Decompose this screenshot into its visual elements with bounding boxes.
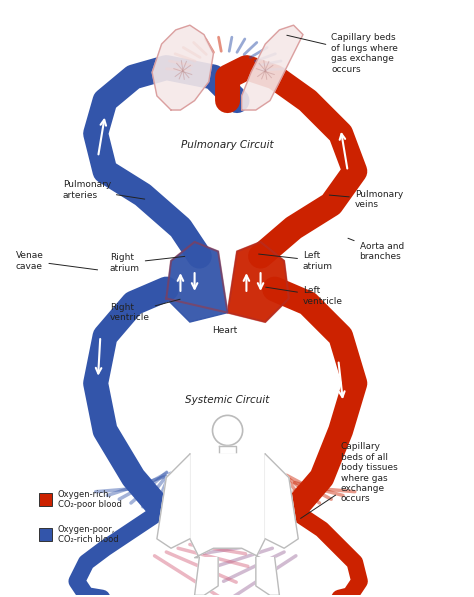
Circle shape [212, 416, 243, 445]
Text: Left
atrium: Left atrium [259, 251, 333, 270]
Text: Oxygen-poor,
CO₂-rich blood: Oxygen-poor, CO₂-rich blood [58, 525, 118, 544]
Text: Oxygen-rich,
CO₂-poor blood: Oxygen-rich, CO₂-poor blood [58, 490, 122, 509]
Text: Right
ventricle: Right ventricle [110, 299, 180, 322]
Text: Right
atrium: Right atrium [110, 254, 185, 273]
Text: Pulmonary
veins: Pulmonary veins [329, 190, 403, 209]
Text: Aorta and
branches: Aorta and branches [348, 238, 404, 261]
Text: Pulmonary Circuit: Pulmonary Circuit [181, 140, 274, 150]
Polygon shape [256, 558, 279, 595]
Polygon shape [242, 25, 303, 110]
Polygon shape [157, 454, 190, 548]
Text: Left
ventricle: Left ventricle [265, 287, 343, 306]
Text: Venae
cavae: Venae cavae [16, 251, 98, 270]
Polygon shape [265, 454, 298, 548]
Polygon shape [190, 454, 265, 558]
Text: Heart: Heart [213, 326, 238, 335]
Polygon shape [228, 242, 289, 322]
Text: Capillary
beds of all
body tissues
where gas
exchange
occurs: Capillary beds of all body tissues where… [301, 442, 397, 518]
Text: Pulmonary
arteries: Pulmonary arteries [63, 180, 145, 200]
Polygon shape [219, 445, 236, 454]
Text: Systemic Circuit: Systemic Circuit [185, 395, 270, 405]
Polygon shape [195, 558, 218, 595]
Text: Capillary beds
of lungs where
gas exchange
occurs: Capillary beds of lungs where gas exchan… [287, 33, 398, 73]
Polygon shape [152, 25, 213, 110]
Polygon shape [166, 242, 228, 322]
Bar [39, 493, 52, 506]
Bar [39, 528, 52, 541]
